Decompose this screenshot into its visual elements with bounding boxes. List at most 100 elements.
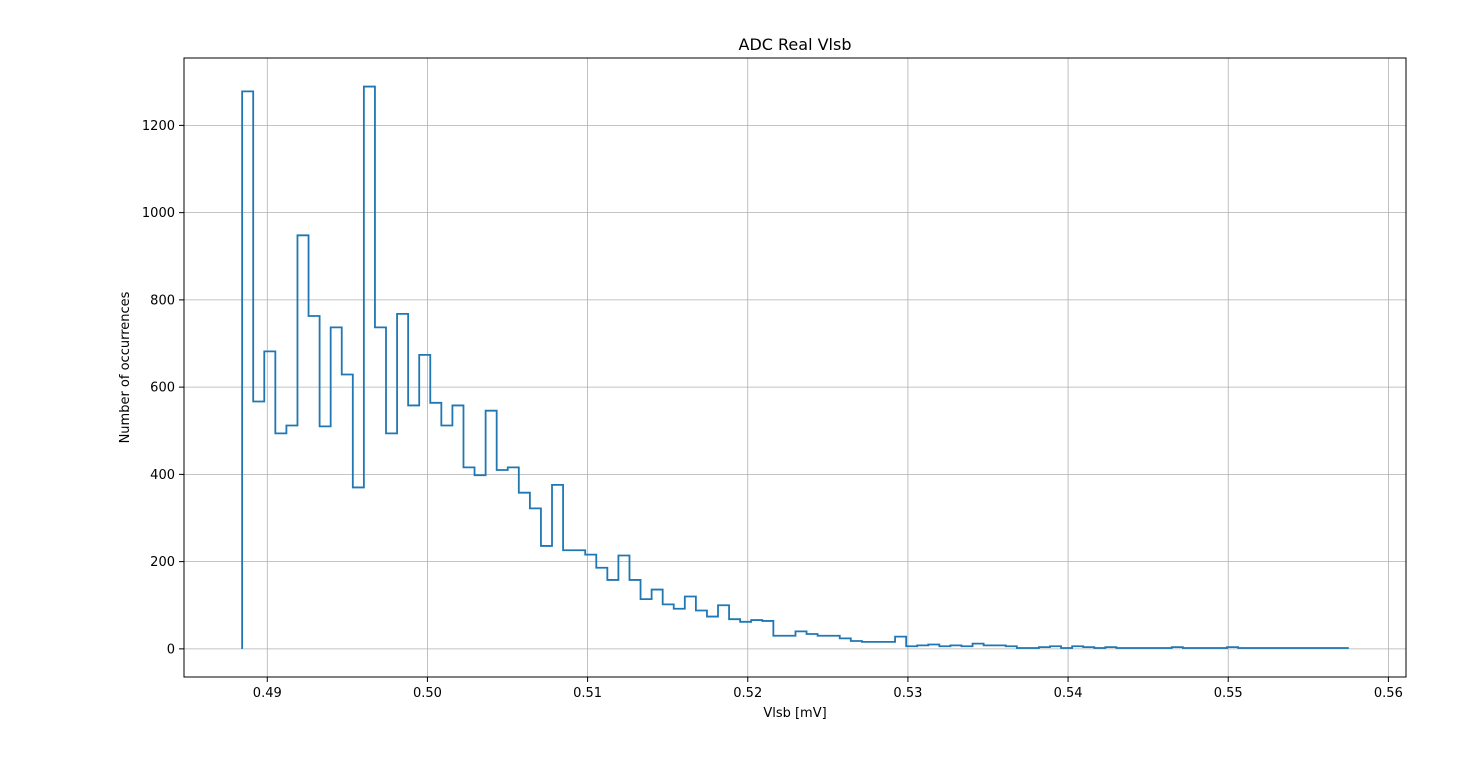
histogram-bin bbox=[475, 475, 486, 649]
histogram-bin bbox=[1061, 648, 1072, 649]
histogram-bin bbox=[386, 433, 397, 648]
histogram-bin bbox=[364, 87, 375, 649]
histogram-bin bbox=[286, 426, 297, 649]
histogram-bin bbox=[519, 493, 530, 649]
histogram-bin bbox=[851, 641, 862, 649]
histogram-bin bbox=[939, 646, 950, 649]
x-tick-label: 0.54 bbox=[1054, 686, 1083, 701]
histogram-bin bbox=[685, 597, 696, 649]
histogram-bin bbox=[1216, 648, 1227, 649]
histogram-bin bbox=[674, 609, 685, 649]
histogram-bin bbox=[463, 467, 474, 648]
histogram-bin bbox=[818, 636, 829, 649]
histogram-bin bbox=[652, 590, 663, 649]
histogram-step-line bbox=[241, 85, 1349, 649]
histogram-bin bbox=[928, 645, 939, 649]
histogram-bin bbox=[740, 622, 751, 649]
histogram-bin bbox=[1194, 648, 1205, 649]
histogram-bin bbox=[829, 636, 840, 649]
x-tick-label: 0.49 bbox=[253, 686, 282, 701]
histogram-bin bbox=[1305, 648, 1316, 649]
histogram-bin bbox=[242, 91, 253, 648]
histogram-bin bbox=[807, 634, 818, 649]
histogram-bin bbox=[342, 374, 353, 648]
histogram-bin bbox=[950, 645, 961, 648]
histogram-bin bbox=[430, 403, 441, 649]
histogram-bin bbox=[1161, 648, 1172, 649]
histogram-bin bbox=[917, 645, 928, 648]
x-ticks: 0.49 0.50 0.51 0.52 0.53 0.54 0.55 0.56 bbox=[253, 677, 1403, 701]
histogram-bin bbox=[607, 580, 618, 649]
x-tick-label: 0.53 bbox=[893, 686, 922, 701]
y-ticks: 0 200 400 600 800 1000 1200 bbox=[142, 119, 184, 657]
histogram-bin bbox=[353, 487, 364, 648]
histogram-bin bbox=[1006, 646, 1017, 649]
histogram-bin bbox=[1316, 648, 1327, 649]
histogram-bin bbox=[1105, 647, 1116, 649]
histogram-bin bbox=[641, 599, 652, 649]
histogram-bin bbox=[618, 556, 629, 649]
histogram-bin bbox=[995, 645, 1006, 648]
histogram-bin bbox=[1249, 648, 1260, 649]
histogram-bin bbox=[264, 351, 275, 649]
histogram-bin bbox=[795, 631, 806, 648]
histogram-bin bbox=[973, 644, 984, 649]
histogram-bin bbox=[718, 605, 729, 649]
histogram-bin bbox=[486, 411, 497, 649]
histogram-bin bbox=[784, 636, 795, 649]
histogram-bin bbox=[585, 555, 596, 649]
histogram-bin bbox=[862, 642, 873, 649]
histogram-bin bbox=[1238, 648, 1249, 649]
histogram-bin bbox=[530, 508, 541, 648]
histogram-bin bbox=[320, 426, 331, 648]
histogram-bin bbox=[1293, 648, 1304, 649]
histogram-bin bbox=[1017, 648, 1028, 649]
y-tick-label: 1200 bbox=[142, 119, 175, 134]
histogram-bin bbox=[497, 470, 508, 649]
x-tick-label: 0.52 bbox=[733, 686, 762, 701]
histogram-bin bbox=[563, 550, 574, 649]
histogram-bin bbox=[452, 405, 463, 648]
plot-frame bbox=[183, 57, 1407, 678]
y-tick-label: 400 bbox=[150, 468, 175, 483]
histogram-bin bbox=[1072, 646, 1083, 649]
x-tick-label: 0.50 bbox=[413, 686, 442, 701]
histogram-bin bbox=[508, 467, 519, 648]
histogram-bin bbox=[297, 235, 308, 649]
histogram-bin bbox=[729, 619, 740, 649]
histogram-bin bbox=[397, 314, 408, 649]
histogram-bin bbox=[1327, 648, 1338, 649]
histogram-bin bbox=[1083, 647, 1094, 649]
histogram-bin bbox=[596, 568, 607, 649]
series-layer bbox=[241, 85, 1349, 649]
histogram-bin bbox=[751, 620, 762, 649]
grid-layer bbox=[184, 58, 1406, 677]
histogram-bin bbox=[408, 405, 419, 648]
histogram-bin bbox=[984, 645, 995, 648]
histogram-bin bbox=[1039, 647, 1050, 649]
histogram-bin bbox=[707, 617, 718, 649]
histogram-bin bbox=[629, 580, 640, 649]
histogram-bin bbox=[375, 327, 386, 648]
histogram-bin bbox=[1227, 647, 1238, 649]
histogram-bin bbox=[773, 636, 784, 649]
x-tick-label: 0.55 bbox=[1214, 686, 1243, 701]
histogram-bin bbox=[1282, 648, 1293, 649]
histogram-bin bbox=[253, 402, 264, 649]
histogram-bin bbox=[1150, 648, 1161, 649]
histogram-bin bbox=[884, 642, 895, 649]
histogram-bin bbox=[331, 327, 342, 648]
histogram-bin bbox=[1094, 648, 1105, 649]
histogram-bin bbox=[419, 355, 430, 649]
y-axis-label: Number of occurrences bbox=[118, 291, 133, 443]
histogram-bin bbox=[1050, 646, 1061, 649]
histogram-bin bbox=[1271, 648, 1282, 649]
y-tick-label: 800 bbox=[150, 293, 175, 308]
histogram-bin bbox=[961, 646, 972, 649]
histogram-bin bbox=[1028, 648, 1039, 649]
y-tick-label: 200 bbox=[150, 555, 175, 570]
histogram-bin bbox=[552, 485, 563, 649]
histogram-bin bbox=[873, 642, 884, 649]
